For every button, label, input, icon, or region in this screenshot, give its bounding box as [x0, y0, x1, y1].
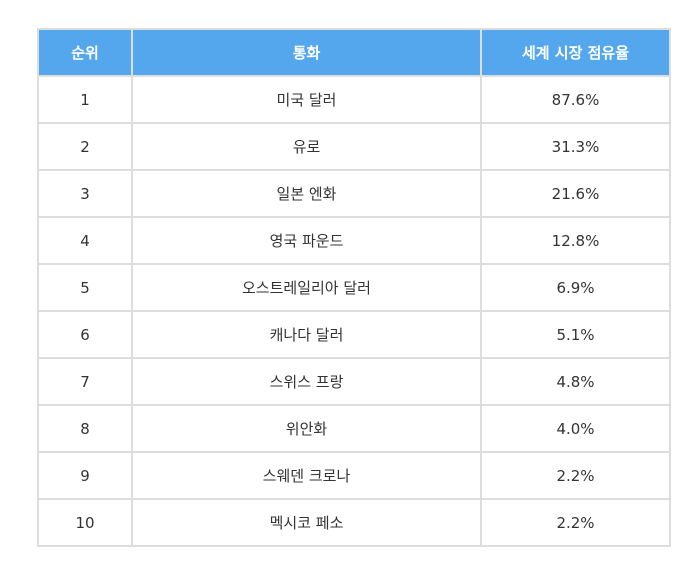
- share-cell: 2.2%: [480, 498, 671, 547]
- table-row: 1 미국 달러 87.6%: [37, 75, 671, 124]
- rank-cell: 9: [37, 451, 133, 500]
- table-header: 순위 통화 세계 시장 점유율: [37, 28, 671, 77]
- table-body: 1 미국 달러 87.6% 2 유로 31.3% 3 일본 엔화 21.6% 4…: [37, 75, 671, 547]
- table-row: 10 멕시코 페소 2.2%: [37, 498, 671, 547]
- header-currency: 통화: [131, 28, 482, 77]
- currency-cell: 스위스 프랑: [131, 357, 482, 406]
- currency-cell: 오스트레일리아 달러: [131, 263, 482, 312]
- rank-cell: 6: [37, 310, 133, 359]
- share-cell: 21.6%: [480, 169, 671, 218]
- rank-cell: 3: [37, 169, 133, 218]
- table-row: 2 유로 31.3%: [37, 122, 671, 171]
- currency-cell: 위안화: [131, 404, 482, 453]
- rank-cell: 2: [37, 122, 133, 171]
- header-market-share: 세계 시장 점유율: [480, 28, 671, 77]
- table-row: 3 일본 엔화 21.6%: [37, 169, 671, 218]
- rank-cell: 5: [37, 263, 133, 312]
- rank-cell: 10: [37, 498, 133, 547]
- table-row: 8 위안화 4.0%: [37, 404, 671, 453]
- table-row: 6 캐나다 달러 5.1%: [37, 310, 671, 359]
- currency-cell: 일본 엔화: [131, 169, 482, 218]
- share-cell: 4.8%: [480, 357, 671, 406]
- share-cell: 87.6%: [480, 75, 671, 124]
- currency-cell: 유로: [131, 122, 482, 171]
- header-rank: 순위: [37, 28, 133, 77]
- share-cell: 5.1%: [480, 310, 671, 359]
- rank-cell: 1: [37, 75, 133, 124]
- share-cell: 12.8%: [480, 216, 671, 265]
- table-row: 4 영국 파운드 12.8%: [37, 216, 671, 265]
- currency-cell: 영국 파운드: [131, 216, 482, 265]
- rank-cell: 4: [37, 216, 133, 265]
- currency-cell: 멕시코 페소: [131, 498, 482, 547]
- header-row: 순위 통화 세계 시장 점유율: [37, 28, 671, 77]
- currency-cell: 미국 달러: [131, 75, 482, 124]
- currency-cell: 스웨덴 크로나: [131, 451, 482, 500]
- currency-share-table: 순위 통화 세계 시장 점유율 1 미국 달러 87.6% 2 유로 31.3%…: [37, 28, 671, 547]
- share-cell: 4.0%: [480, 404, 671, 453]
- currency-cell: 캐나다 달러: [131, 310, 482, 359]
- rank-cell: 8: [37, 404, 133, 453]
- rank-cell: 7: [37, 357, 133, 406]
- table-row: 5 오스트레일리아 달러 6.9%: [37, 263, 671, 312]
- share-cell: 2.2%: [480, 451, 671, 500]
- currency-table-container: 순위 통화 세계 시장 점유율 1 미국 달러 87.6% 2 유로 31.3%…: [37, 28, 671, 547]
- table-row: 9 스웨덴 크로나 2.2%: [37, 451, 671, 500]
- share-cell: 31.3%: [480, 122, 671, 171]
- share-cell: 6.9%: [480, 263, 671, 312]
- table-row: 7 스위스 프랑 4.8%: [37, 357, 671, 406]
